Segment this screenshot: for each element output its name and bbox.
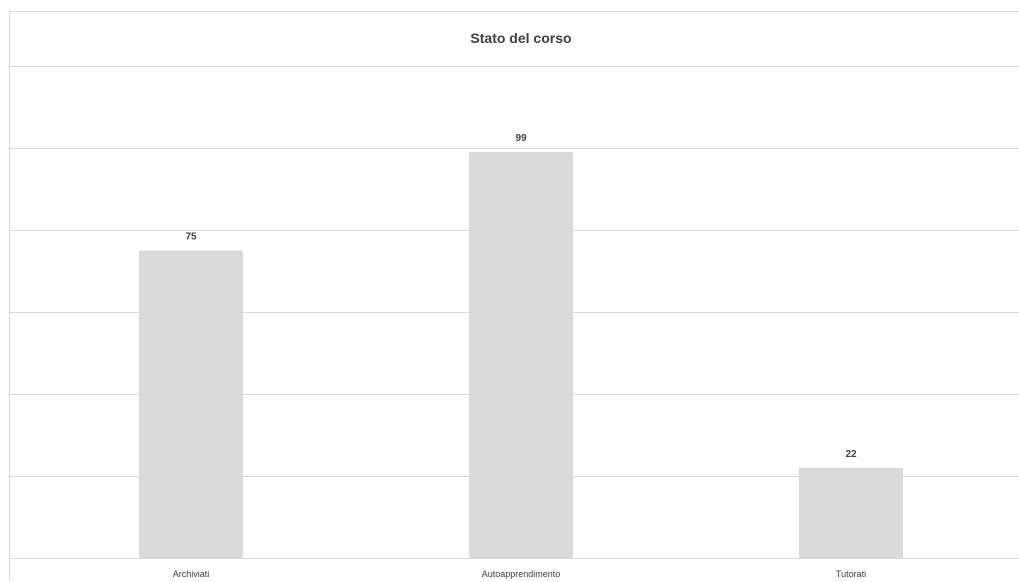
bar-archiviati xyxy=(139,250,243,558)
bars xyxy=(139,152,903,558)
chart-area: Stato del corso 75 99 22 Archiviati Autoapp… xyxy=(9,11,1019,581)
chart-title: Stato del corso xyxy=(470,30,571,46)
data-label-tutorati: 22 xyxy=(845,449,857,460)
category-label-autoapprendimento: Autoapprendimento xyxy=(482,569,561,579)
category-label-archiviati: Archiviati xyxy=(173,569,210,579)
category-axis-labels: Archiviati Autoapprendimento Tutorati xyxy=(173,569,866,579)
data-label-archiviati: 75 xyxy=(185,232,197,243)
category-label-tutorati: Tutorati xyxy=(836,569,866,579)
data-labels: 75 99 22 xyxy=(185,133,857,460)
bar-tutorati xyxy=(799,467,903,558)
data-label-autoapprendimento: 99 xyxy=(515,133,527,144)
bar-autoapprendimento xyxy=(469,152,573,558)
bar-chart: Stato del corso 75 99 22 Archiviati Autoapp… xyxy=(10,30,1019,579)
